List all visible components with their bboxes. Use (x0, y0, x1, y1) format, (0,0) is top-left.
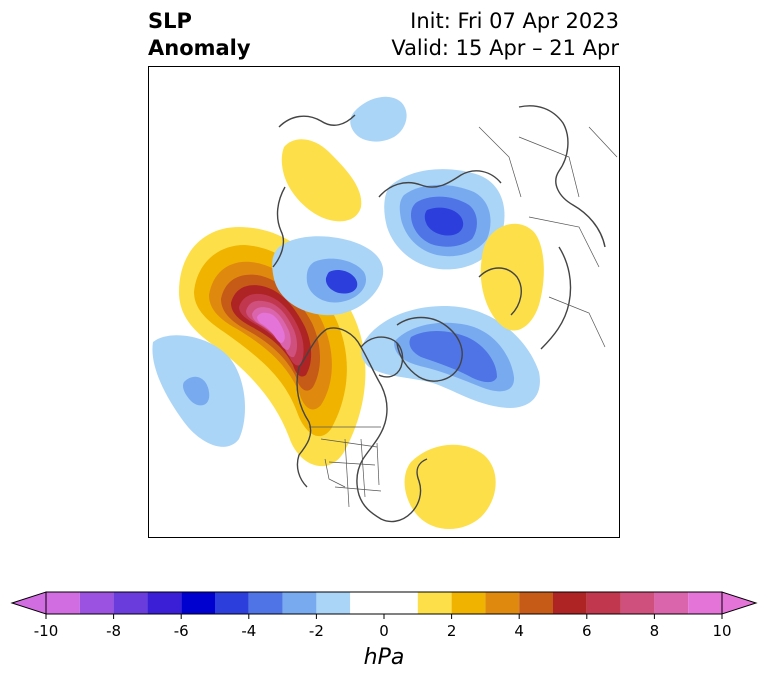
forecast-dates: Init: Fri 07 Apr 2023 Valid: 15 Apr – 21… (391, 8, 619, 62)
valid-range: Valid: 15 Apr – 21 Apr (391, 36, 619, 60)
colorbar-segment (586, 592, 621, 614)
colorbar-ticks: -10 -8 -6 -4 -2 0 2 4 6 8 10 (34, 614, 732, 640)
anomaly-canada-greenland-low (361, 306, 540, 408)
colorbar-segment (519, 592, 553, 614)
colorbar-segment (113, 592, 148, 614)
colorbar-segment (181, 592, 215, 614)
map-panel (148, 66, 620, 538)
colorbar-tick-label: -8 (106, 622, 121, 640)
anomaly-northern-europe-low (350, 96, 407, 142)
colorbar-tick-label: 6 (582, 622, 592, 640)
colorbar-tick-label: -2 (309, 622, 324, 640)
colorbar-tick-label: 0 (379, 622, 389, 640)
colorbar-tick-label: -4 (241, 622, 256, 640)
title-line-1: SLP (148, 9, 192, 33)
colorbar-segment (282, 592, 317, 614)
colorbar-segment (451, 592, 486, 614)
colorbar-segment (553, 592, 587, 614)
colorbar-segment (46, 592, 80, 614)
anomaly-northern-europe-high (281, 139, 362, 222)
colorbar-tick-label: 4 (514, 622, 524, 640)
anomaly-map (152, 96, 618, 529)
colorbar-segment (147, 592, 182, 614)
init-date: Init: Fri 07 Apr 2023 (410, 9, 619, 33)
coastlines (272, 105, 606, 523)
colorbar-segment (654, 592, 689, 614)
colorbar-tick-label: 10 (712, 622, 731, 640)
colorbar-segment (316, 592, 351, 614)
colorbar-extend-low (10, 591, 47, 615)
anomaly-western-atlantic-high (404, 444, 496, 529)
colorbar-segment (350, 592, 418, 614)
anomaly-hudson-bay-low (272, 236, 384, 316)
colorbar-segment (417, 592, 452, 614)
chart-title: SLP Anomaly (148, 8, 251, 62)
colorbar-segment (79, 592, 114, 614)
colorbar: -10 -8 -6 -4 -2 0 2 4 6 8 10 (10, 591, 758, 640)
anomaly-east-asia-high (480, 223, 544, 331)
anomaly-central-pacific-low (152, 335, 245, 447)
colorbar-segments (10, 591, 758, 615)
colorbar-segment (620, 592, 655, 614)
colorbar-extend-high (721, 591, 758, 615)
colorbar-tick-label: -6 (174, 622, 189, 640)
colorbar-tick-label: 8 (650, 622, 660, 640)
colorbar-unit-label: hPa (363, 645, 405, 670)
colorbar-segment (215, 592, 249, 614)
colorbar-tick-label: -10 (34, 622, 59, 640)
colorbar-segment (485, 592, 520, 614)
colorbar-segment (248, 592, 283, 614)
colorbar-segment (688, 592, 722, 614)
country-borders (309, 126, 618, 508)
title-line-2: Anomaly (148, 36, 251, 60)
anomaly-siberia-arctic-low (384, 169, 505, 270)
colorbar-tick-label: 2 (447, 622, 457, 640)
